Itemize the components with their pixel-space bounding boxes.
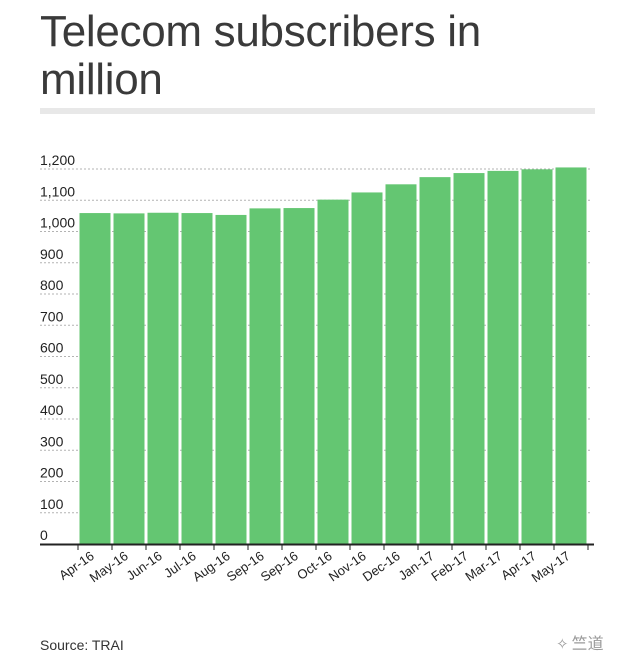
- bar: [249, 208, 281, 544]
- x-tick-label: Dec-16: [360, 548, 403, 584]
- y-tick-label: 900: [40, 246, 64, 262]
- x-tick-label: Feb-17: [428, 548, 470, 584]
- y-tick-label: 1,100: [40, 183, 75, 199]
- x-tick-label: Jun-16: [124, 548, 165, 583]
- bar: [215, 214, 247, 544]
- y-tick-label: 300: [40, 433, 64, 449]
- title-divider: [40, 108, 595, 114]
- watermark: ✧ 竺道: [556, 630, 604, 654]
- bar: [555, 167, 587, 544]
- y-tick-label: 200: [40, 465, 64, 481]
- y-tick-labels: 0 100 200 300 400 500 600 700 800 900 1,000 1,100 1,…: [40, 152, 75, 543]
- y-tick-label: 0: [40, 527, 48, 543]
- y-tick-label: 1,200: [40, 152, 75, 168]
- y-tick-label: 400: [40, 402, 64, 418]
- bar: [113, 213, 145, 544]
- watermark-text: 竺道: [571, 636, 604, 653]
- y-tick-label: 1,000: [40, 215, 75, 231]
- x-tick-label: Sep-16: [224, 548, 267, 584]
- y-tick-label: 600: [40, 340, 64, 356]
- bar: [351, 192, 383, 544]
- bar: [419, 177, 451, 544]
- y-tick-label: 500: [40, 371, 64, 387]
- x-axis: [40, 543, 594, 550]
- bar: [521, 169, 553, 544]
- bar: [147, 212, 179, 544]
- y-tick-label: 700: [40, 308, 64, 324]
- bar: [181, 213, 213, 544]
- x-tick-label: Sep-16: [258, 548, 301, 584]
- source-note: Source: TRAI: [40, 637, 124, 653]
- x-tick-label: Mar-17: [462, 548, 504, 584]
- x-tick-label: Jan-17: [396, 548, 437, 583]
- x-tick-label: May-17: [529, 548, 573, 585]
- x-tick-label: Aug-16: [190, 548, 233, 584]
- bar-chart: 0 100 200 300 400 500 600 700 800 900 1,000 1,100 1,…: [40, 152, 594, 585]
- x-tick-label: Nov-16: [326, 548, 369, 584]
- wechat-icon: ✧: [556, 636, 569, 653]
- chart-title: Telecom subscribers in million: [40, 7, 481, 104]
- bar: [385, 184, 417, 544]
- bar: [79, 213, 111, 544]
- y-tick-label: 800: [40, 277, 64, 293]
- bar: [283, 208, 315, 544]
- bar: [453, 173, 485, 544]
- bars: [79, 167, 587, 544]
- bar: [487, 170, 519, 544]
- y-tick-label: 100: [40, 496, 64, 512]
- x-tick-label: May-16: [87, 548, 131, 585]
- bar: [317, 199, 349, 544]
- x-tick-labels: Apr-16May-16Jun-16Jul-16Aug-16Sep-16Sep-…: [56, 548, 573, 585]
